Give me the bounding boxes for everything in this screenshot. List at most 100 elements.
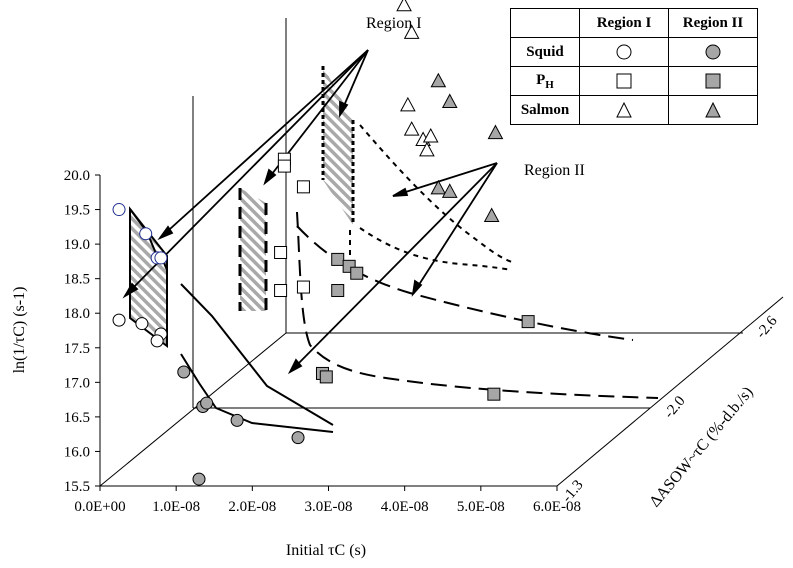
x-axis-label: Initial τC (s) <box>286 542 366 559</box>
y-tick-label: 16.0 <box>64 444 90 460</box>
ph-marker-region-ii <box>521 315 535 329</box>
annotation-arrows <box>122 49 498 375</box>
x-tick-label: 2.0E-08 <box>228 499 276 515</box>
squid-marker-region-ii <box>177 365 191 379</box>
back-floor-left <box>99 332 287 487</box>
squid-region2-line <box>180 283 334 426</box>
depth-tick-label: -2.0 <box>661 393 689 421</box>
legend-squid-region-ii <box>668 37 758 67</box>
ph-marker-region-ii <box>331 284 345 298</box>
y-tick-label: 16.5 <box>64 410 90 426</box>
x-tick-label: 0.0E+00 <box>74 499 125 515</box>
ph-region-shade <box>240 188 266 311</box>
squid-marker-region-ii <box>230 413 244 427</box>
triangle-filled-icon <box>705 101 721 118</box>
region-ii-arrowhead-2 <box>287 358 303 375</box>
x-ticks: 0.0E+00 1.0E-08 2.0E-08 3.0E-08 4.0E-08 5.0E-… <box>74 486 581 515</box>
legend-salmon-region-i <box>579 95 669 125</box>
squid-marker-region-ii <box>200 396 214 410</box>
x-tick-label: 5.0E-08 <box>457 499 505 515</box>
ph-marker-region-i <box>277 159 291 173</box>
salmon-marker-region-ii <box>441 93 458 108</box>
ph-marker-region-i <box>296 280 310 294</box>
annotation-region-i: Region I <box>366 15 422 32</box>
ph-marker-region-ii <box>350 266 364 280</box>
salmon-marker-region-ii <box>430 72 447 88</box>
square-open-icon <box>616 73 632 89</box>
squid-marker-region-i <box>112 203 126 217</box>
circle-open-icon <box>616 44 632 60</box>
salmon-region-shade <box>323 66 353 225</box>
ph-marker-region-ii <box>331 252 345 266</box>
triangle-open-icon <box>616 101 632 118</box>
square-filled-icon <box>705 73 721 89</box>
ph-marker-region-i <box>296 180 310 194</box>
legend-ph-region-i <box>579 66 669 96</box>
circle-filled-icon <box>705 44 721 60</box>
squid-marker-region-ii <box>291 431 305 445</box>
y-tick-label: 17.5 <box>64 341 90 357</box>
legend-header-row: Region I Region II <box>510 8 758 38</box>
ph-region2-curve-1 <box>296 225 634 341</box>
salmon-marker-region-ii <box>487 124 504 140</box>
region-i-arrowhead-2 <box>157 225 174 241</box>
squid-marker-region-i <box>150 334 164 348</box>
y-tick-label: 15.5 <box>64 479 90 495</box>
depth-tick-label: -2.6 <box>753 313 781 342</box>
salmon-marker-region-ii <box>430 179 447 195</box>
y-tick-label: 17.0 <box>64 375 90 391</box>
squid-marker-region-i <box>112 313 126 327</box>
squid-marker-region-i <box>135 317 149 331</box>
legend-label-salmon: Salmon <box>510 95 580 125</box>
ph-marker-region-ii <box>319 370 333 384</box>
legend-corner-cell <box>510 8 580 38</box>
squid-marker-region-i <box>139 227 153 241</box>
legend-row-salmon: Salmon <box>510 95 758 125</box>
region-ii-arrow-3 <box>392 162 498 197</box>
squid-region2-line-2 <box>180 353 334 433</box>
ph-region2-curve-2 <box>296 211 659 399</box>
legend-label-squid: Squid <box>510 37 580 67</box>
squid-region-shade <box>129 206 168 349</box>
legend-ph-region-ii <box>668 66 758 96</box>
y-axis-label: ln(1/τC) (s-1) <box>11 287 28 374</box>
legend-table: Region I Region II Squid PH Salmon <box>510 8 758 125</box>
region-i-shading <box>129 66 353 349</box>
salmon-marker-region-i <box>403 24 420 39</box>
y-tick-label: 20.0 <box>64 168 90 184</box>
ph-marker-region-ii <box>487 387 501 401</box>
squid-marker-region-i <box>154 251 168 265</box>
legend-row-squid: Squid <box>510 37 758 67</box>
region-i-arrow-2 <box>159 49 369 239</box>
region-ii-arrow-1 <box>412 162 498 295</box>
region-ii-arrow-2 <box>289 162 498 373</box>
legend-salmon-region-ii <box>668 95 758 125</box>
ph-marker-region-i <box>274 284 288 298</box>
region-ii-arrowhead-1 <box>411 279 423 297</box>
salmon-region2-curve-1 <box>359 124 513 263</box>
salmon-marker-region-i <box>422 127 439 143</box>
region-i-arrowhead-3 <box>263 168 277 186</box>
y-tick-label: 19.0 <box>64 237 90 253</box>
x-tick-label: 3.0E-08 <box>305 499 353 515</box>
x-tick-label: 1.0E-08 <box>152 499 200 515</box>
x-tick-label: 6.0E-08 <box>533 499 581 515</box>
y-tick-label: 18.0 <box>64 306 90 322</box>
legend-squid-region-i <box>579 37 669 67</box>
x-tick-label: 4.0E-08 <box>381 499 429 515</box>
legend-col-region-ii: Region II <box>668 8 758 38</box>
legend-label-ph: PH <box>510 66 580 96</box>
legend-col-region-i: Region I <box>579 8 669 38</box>
salmon-marker-region-i <box>400 96 416 112</box>
region-ii-arrowhead-3 <box>392 187 409 197</box>
region-i-arrowhead-4 <box>339 100 349 118</box>
salmon-marker-region-ii <box>441 183 458 198</box>
salmon-region2-curve-2 <box>359 227 513 271</box>
y-ticks: 15.5 16.0 16.5 17.0 17.5 18.0 18.5 19.0 19.5 20.0 <box>64 168 100 495</box>
depth-axis-label: ΔASOW~τC (%-d.b./s) <box>646 384 756 511</box>
squid-marker-region-ii <box>192 472 206 486</box>
salmon-marker-region-i <box>396 0 412 12</box>
depth-axis-line <box>556 296 784 487</box>
